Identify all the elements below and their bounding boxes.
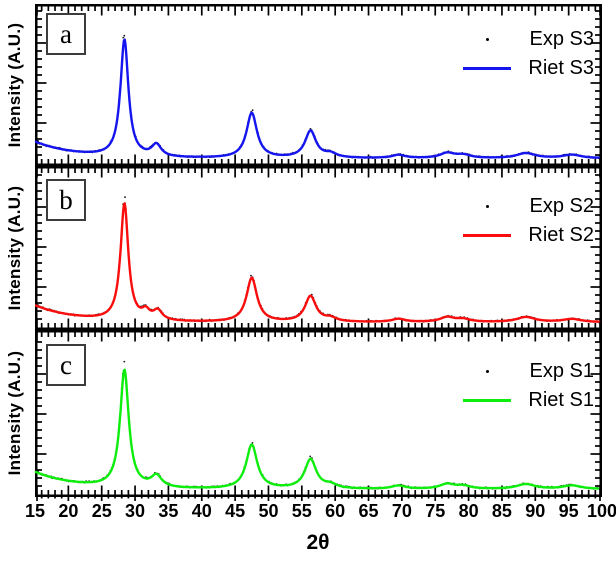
y-axis-label-c: Intensity (A.U.) — [5, 350, 24, 476]
legend-label: Riet S3 — [528, 57, 594, 79]
legend-label: Riet S2 — [528, 224, 594, 246]
legend-label: Riet S1 — [528, 389, 594, 411]
x-tick-label: 40 — [191, 501, 212, 521]
legend-row-riet: Riet S3 — [463, 54, 594, 83]
panel-letter: a — [60, 18, 72, 49]
panel-label-b: b — [46, 179, 86, 221]
riet-curve — [35, 38, 601, 159]
panel-letter: b — [59, 184, 73, 215]
x-tick-label: 100 — [586, 501, 616, 521]
x-tick-label: 35 — [158, 501, 179, 521]
legend-row-exp: Exp S3 — [463, 25, 594, 54]
riet-marker-line — [463, 67, 511, 70]
tick-marks — [36, 332, 601, 501]
x-tick-label: 85 — [491, 501, 512, 521]
x-tick-label: 60 — [325, 501, 346, 521]
riet-curve — [35, 202, 601, 323]
riet-curve — [35, 368, 600, 490]
panel-letter: c — [60, 349, 72, 380]
legend-label: Exp S1 — [529, 360, 594, 382]
legend-row-riet: Riet S2 — [463, 221, 594, 250]
x-tick-label: 20 — [58, 501, 79, 521]
panel-a: a Exp S3 Riet S3 — [35, 4, 602, 166]
exp-marker-dot — [463, 38, 511, 41]
x-axis-tick-labels: 15 20 25 30 35 40 45 50 55 60 65 70 75 80 85 90 95 100 — [0, 501, 616, 523]
x-tick-label: 15 — [24, 501, 46, 521]
panel-border — [35, 166, 602, 330]
panel-label-c: c — [46, 344, 86, 386]
panel-a-plot — [35, 4, 602, 166]
legend-row-exp: Exp S2 — [463, 192, 594, 221]
x-tick-label: 65 — [358, 501, 379, 521]
x-tick-label: 90 — [525, 501, 546, 521]
panel-c: c Exp S1 Riet S1 — [35, 330, 602, 504]
legend-row-exp: Exp S1 — [463, 357, 594, 386]
x-tick-label: 30 — [125, 501, 146, 521]
x-tick-label: 50 — [258, 501, 279, 521]
x-tick-label: 55 — [291, 501, 312, 521]
x-tick-label: 80 — [458, 501, 479, 521]
x-tick-label: 95 — [558, 501, 579, 521]
exp-marker-dot — [463, 370, 511, 373]
panel-border — [35, 330, 602, 497]
x-tick-label: 25 — [91, 501, 112, 521]
panel-label-a: a — [46, 13, 86, 55]
legend-c: Exp S1 Riet S1 — [463, 357, 594, 415]
panel-b: b Exp S2 Riet S2 — [35, 166, 602, 330]
y-axis-label-a: Intensity (A.U.) — [5, 22, 24, 148]
x-tick-label: 45 — [225, 501, 246, 521]
legend-label: Exp S3 — [529, 28, 594, 50]
riet-marker-line — [463, 399, 511, 402]
legend-label: Exp S2 — [529, 195, 594, 217]
panel-c-plot — [35, 330, 602, 501]
y-axis-label-b: Intensity (A.U.) — [5, 185, 24, 311]
panel-b-plot — [35, 166, 602, 330]
legend-row-riet: Riet S1 — [463, 386, 594, 415]
legend-b: Exp S2 Riet S2 — [463, 192, 594, 250]
panel-border — [35, 4, 602, 166]
riet-marker-line — [463, 234, 511, 237]
exp-marker-dot — [463, 205, 511, 208]
x-axis-title: 2θ — [306, 531, 330, 554]
x-tick-label: 75 — [425, 501, 446, 521]
legend-a: Exp S3 Riet S3 — [463, 25, 594, 83]
x-tick-label: 70 — [391, 501, 412, 521]
